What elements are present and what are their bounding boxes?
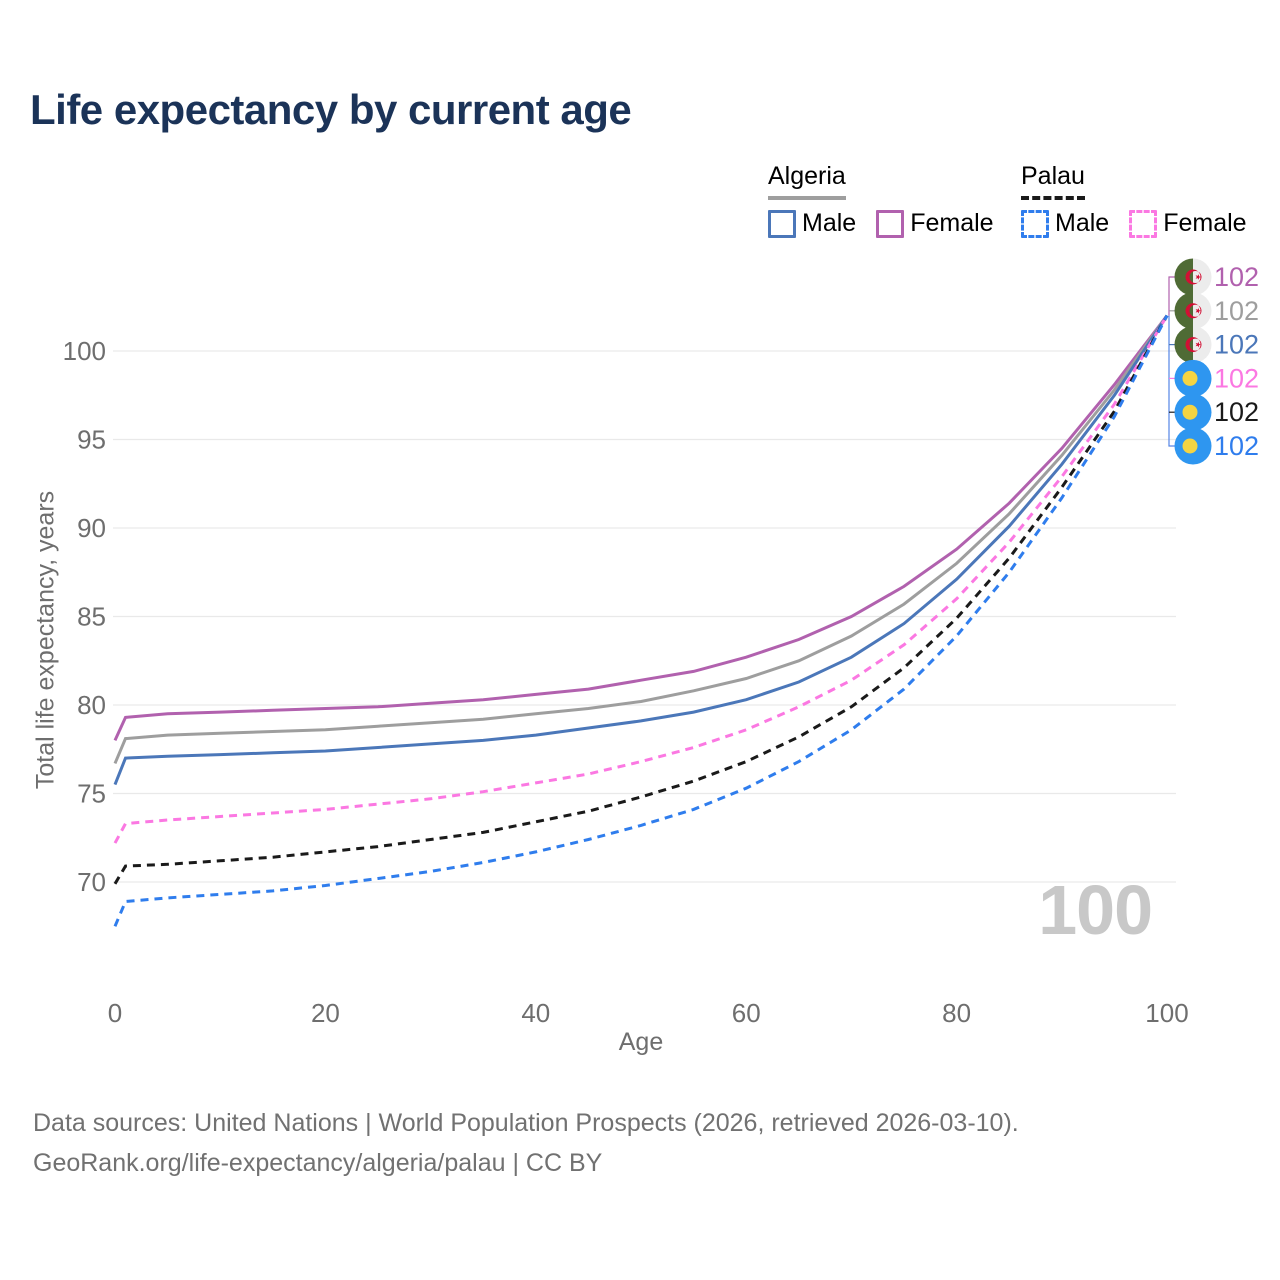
- series-line-palau-total: [113, 314, 1169, 885]
- y-tick-label: 80: [77, 690, 106, 720]
- palau-flag-icon: [1174, 393, 1212, 431]
- legend-item-algeria-male[interactable]: Male: [768, 209, 856, 238]
- algeria-flag-icon: [1174, 292, 1212, 330]
- x-tick-label: 100: [1145, 998, 1188, 1028]
- leader-line-top: [1168, 276, 1177, 316]
- x-tick-label: 60: [732, 998, 761, 1028]
- algeria-flag-icon: [1174, 258, 1212, 296]
- legend-item-palau-male[interactable]: Male: [1021, 209, 1109, 238]
- y-tick-label: 85: [77, 602, 106, 632]
- legend-country-palau[interactable]: Palau: [1021, 162, 1085, 200]
- algeria-female-swatch-icon: [876, 209, 905, 238]
- y-axis-title: Total life expectancy, years: [31, 490, 60, 790]
- legend-row-algeria: Male Female: [768, 209, 1014, 238]
- y-tick-label: 95: [77, 425, 106, 455]
- x-tick-label: 0: [108, 998, 122, 1028]
- end-value-label-palau-male: 102: [1214, 431, 1259, 461]
- legend-item-algeria-female[interactable]: Female: [876, 209, 994, 238]
- legend-label-palau-male: Male: [1055, 209, 1110, 237]
- legend-item-palau-female[interactable]: Female: [1129, 209, 1247, 238]
- legend-group-palau: Palau Male Female: [1021, 162, 1267, 238]
- page-title: Life expectancy by current age: [30, 86, 632, 133]
- x-tick-label: 40: [521, 998, 550, 1028]
- y-tick-label: 90: [77, 513, 106, 543]
- legend-label-palau-female: Female: [1163, 209, 1247, 237]
- palau-flag-icon: [1174, 427, 1212, 465]
- algeria-male-swatch-icon: [768, 209, 796, 238]
- y-tick-label: 70: [77, 867, 106, 897]
- series-line-algeria-total: [113, 314, 1169, 764]
- footer-data-sources: Data sources: United Nations | World Pop…: [33, 1109, 1019, 1137]
- palau-female-swatch-icon: [1129, 209, 1158, 238]
- y-tick-label: 100: [63, 336, 106, 366]
- legend-group-algeria: Algeria Male Female: [768, 162, 1014, 238]
- legend-label-algeria-female: Female: [910, 209, 994, 237]
- footer: Data sources: United Nations | World Pop…: [33, 1103, 1019, 1183]
- legend-row-palau: Male Female: [1021, 209, 1267, 238]
- end-value-label-algeria-female: 102: [1214, 262, 1259, 292]
- series-line-palau-male: [113, 314, 1169, 927]
- algeria-flag-icon: [1174, 326, 1212, 364]
- x-tick-label: 80: [942, 998, 971, 1028]
- end-value-label-palau-total: 102: [1214, 397, 1259, 427]
- end-value-label-palau-female: 102: [1214, 363, 1259, 393]
- palau-male-swatch-icon: [1021, 209, 1049, 238]
- y-tick-label: 75: [77, 779, 106, 809]
- leader-line-bottom: [1168, 315, 1177, 447]
- end-value-label-algeria-male: 102: [1214, 330, 1259, 360]
- end-value-label-algeria-total: 102: [1214, 296, 1259, 326]
- palau-flag-icon: [1174, 359, 1212, 397]
- x-tick-label: 20: [311, 998, 340, 1028]
- series-line-palau-female: [113, 314, 1169, 844]
- x-axis-title: Age: [618, 1028, 664, 1056]
- series-line-algeria-female: [113, 314, 1169, 742]
- series-line-algeria-male: [113, 314, 1169, 786]
- age-counter-watermark: 100: [1038, 871, 1153, 949]
- legend-country-algeria[interactable]: Algeria: [768, 162, 846, 200]
- footer-attribution: GeoRank.org/life-expectancy/algeria/pala…: [33, 1149, 603, 1177]
- legend-label-algeria-male: Male: [802, 209, 857, 237]
